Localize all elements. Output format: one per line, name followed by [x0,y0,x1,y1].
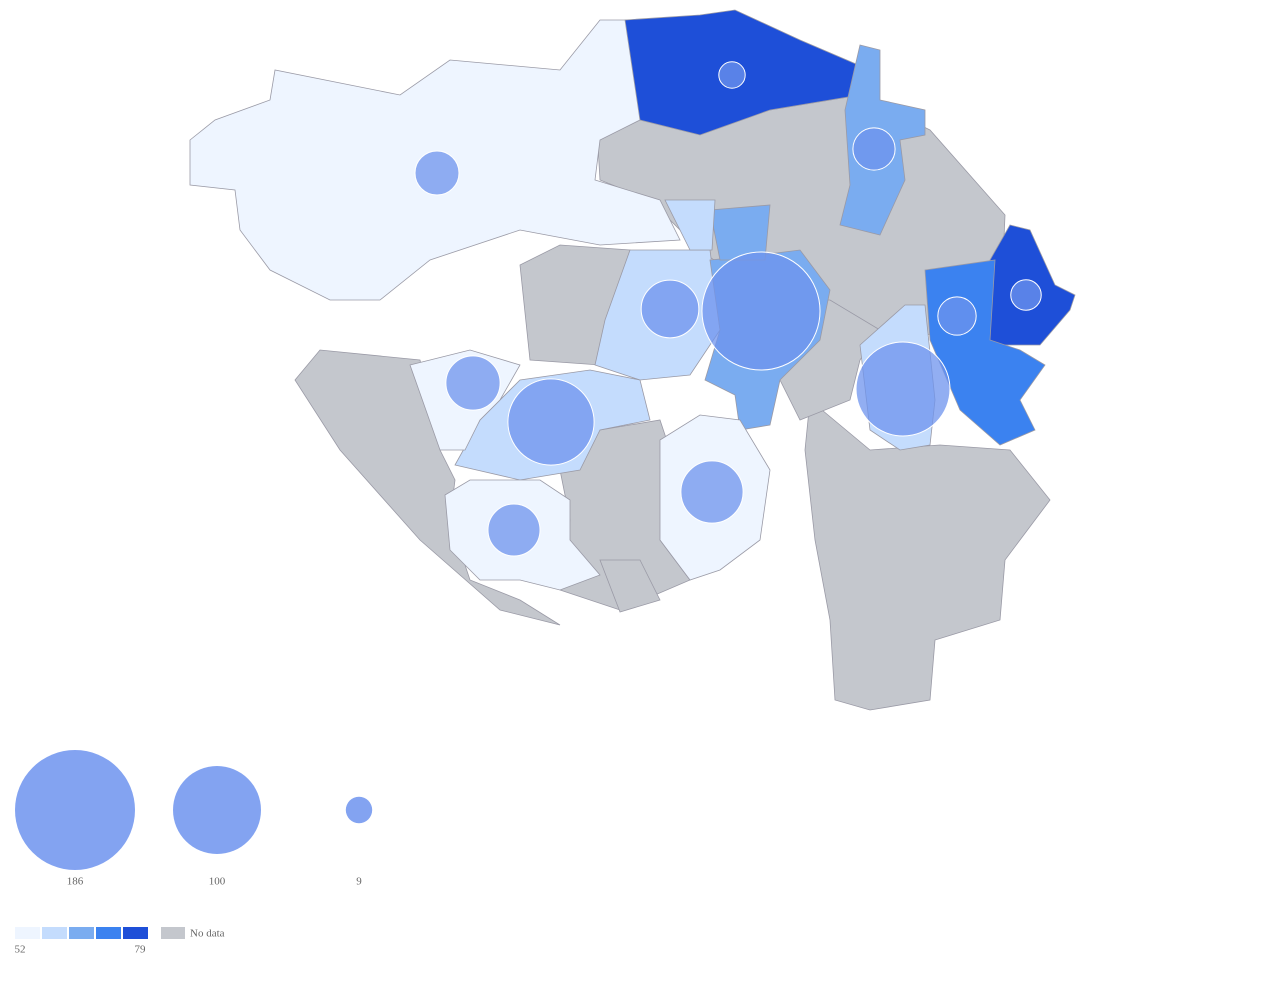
color-swatch [42,927,67,939]
size-legend-bubble [345,796,373,824]
bubble [507,378,595,466]
no-data-region [599,559,661,613]
nodata-label: No data [190,928,225,940]
bubble [855,341,951,437]
size-legend-bubble [15,750,135,870]
region [664,199,716,251]
bubble [937,296,977,336]
no-data-region [804,399,1051,711]
size-legend-label: 186 [67,876,84,888]
bubble [640,279,700,339]
color-swatch [96,927,121,939]
bubble [487,503,541,557]
bubble [445,355,501,411]
size-legend-label: 100 [209,876,226,888]
no-data-region [294,349,561,626]
size-legend-bubble [173,766,261,854]
color-swatch [69,927,94,939]
scale-min-label: 52 [15,944,26,956]
bubble [1010,279,1042,311]
nodata-swatch [161,927,185,939]
color-swatch [15,927,40,939]
color-swatch [123,927,148,939]
bubble [852,127,896,171]
bubble [718,61,746,89]
scale-max-label: 79 [135,944,147,956]
size-legend-label: 9 [356,876,362,888]
bubble [680,460,744,524]
bubble [701,251,821,371]
bubble [414,150,460,196]
